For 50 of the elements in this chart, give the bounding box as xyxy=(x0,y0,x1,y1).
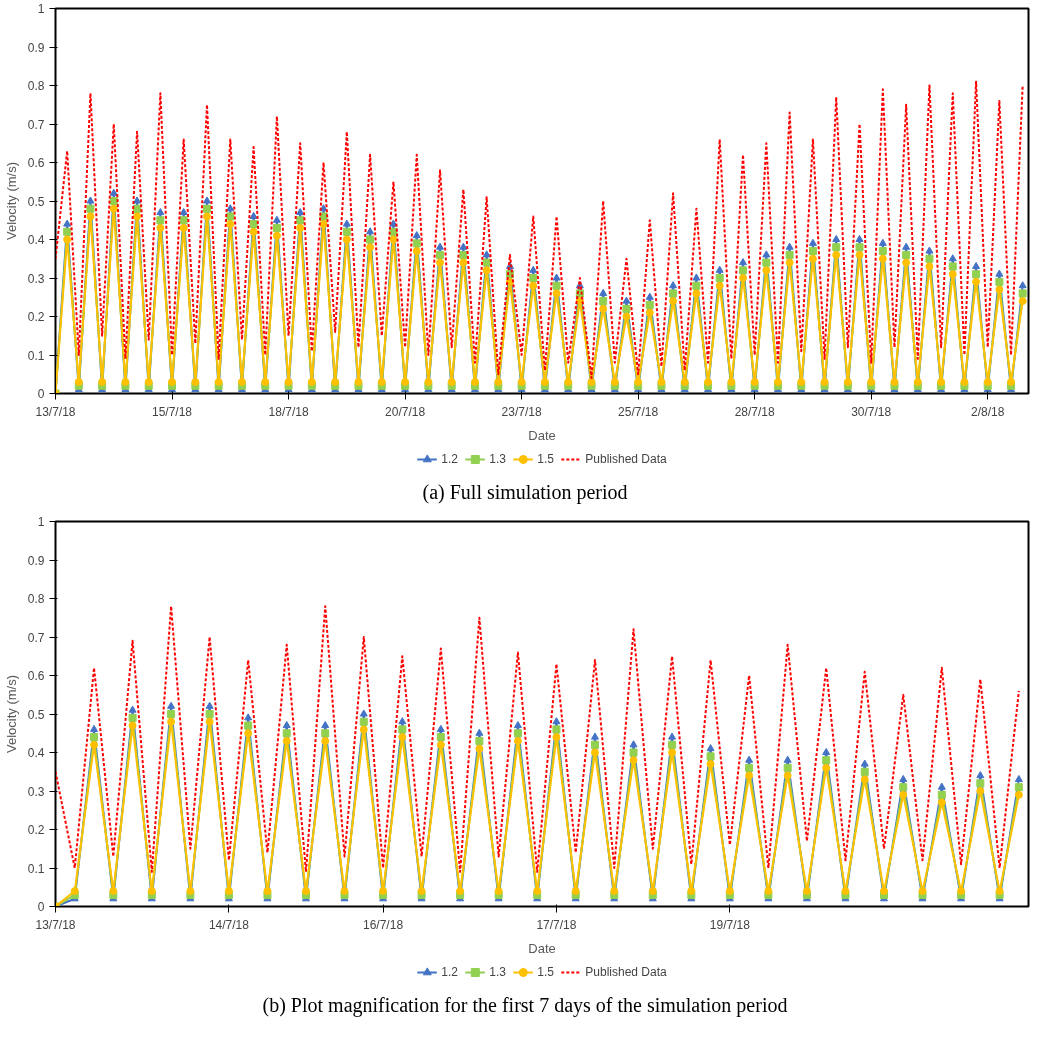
legend-label: Published Data xyxy=(585,965,667,979)
y-tick-label: 0.2 xyxy=(27,310,45,324)
y-tick-label: 0.8 xyxy=(27,79,45,93)
y-axis-title: Velocity (m/s) xyxy=(3,674,19,754)
x-tick-label: 14/7/18 xyxy=(208,917,250,932)
y-tick-label: 0.1 xyxy=(27,861,45,876)
x-tick-label: 17/7/18 xyxy=(536,917,577,932)
text: (b) Plot magnification for the first 7 days of the simulation period xyxy=(262,993,788,1019)
y-tick-label: 0.8 xyxy=(27,592,45,606)
y-tick-label: 0 xyxy=(37,387,45,401)
x-tick-label: 13/7/18 xyxy=(35,917,76,932)
y-tick-label: 0.2 xyxy=(27,823,45,837)
y-tick-label: 0.5 xyxy=(27,194,45,209)
legend-label: 1.3 xyxy=(489,965,507,979)
y-tick-label: 0.3 xyxy=(27,784,45,799)
x-tick-label: 13/7/18 xyxy=(35,404,76,419)
text: (a) Full simulation period xyxy=(422,480,628,506)
x-tick-label: 25/7/18 xyxy=(618,404,659,419)
y-tick-label: 0 xyxy=(37,900,45,914)
x-tick-label: 2/8/18 xyxy=(971,404,1005,419)
y-tick-label: 0.9 xyxy=(27,40,45,55)
x-tick-label: 19/7/18 xyxy=(709,917,751,932)
y-tick-label: 0.6 xyxy=(27,156,45,170)
y-axis-title: Velocity (m/s) xyxy=(3,161,19,241)
x-tick-label: 20/7/18 xyxy=(385,404,426,419)
y-tick-label: 0.1 xyxy=(27,348,45,363)
x-tick-label: 18/7/18 xyxy=(268,404,309,419)
y-tick-label: 0.7 xyxy=(27,630,45,645)
legend-label: 1.2 xyxy=(441,965,459,979)
legend-label: 1.5 xyxy=(537,452,555,466)
x-tick-label: 23/7/18 xyxy=(501,404,542,419)
x-tick-label: 28/7/18 xyxy=(734,404,776,419)
y-tick-label: 0.4 xyxy=(27,233,45,247)
x-tick-label: 30/7/18 xyxy=(851,404,892,419)
y-tick-label: 0.3 xyxy=(27,271,45,286)
x-axis-title: Date xyxy=(528,427,556,443)
y-tick-label: 0.6 xyxy=(27,669,45,683)
x-axis-title: Date xyxy=(528,940,556,956)
y-tick-label: 1 xyxy=(37,515,45,529)
legend-label: 1.3 xyxy=(489,452,507,466)
x-tick-label: 15/7/18 xyxy=(152,404,193,419)
y-tick-label: 0.4 xyxy=(27,746,45,760)
legend-label: Published Data xyxy=(585,452,667,466)
y-tick-label: 0.7 xyxy=(27,117,45,132)
x-tick-label: 16/7/18 xyxy=(363,917,404,932)
legend-label: 1.5 xyxy=(537,965,555,979)
y-tick-label: 1 xyxy=(37,2,45,16)
legend-label: 1.2 xyxy=(441,452,459,466)
y-tick-label: 0.5 xyxy=(27,707,45,722)
y-tick-label: 0.9 xyxy=(27,553,45,568)
